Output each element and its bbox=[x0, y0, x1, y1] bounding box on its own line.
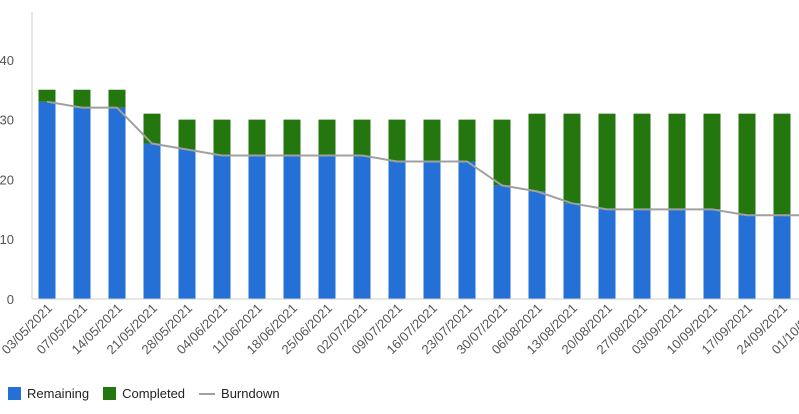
bar-remaining[interactable] bbox=[703, 209, 721, 299]
bar-completed[interactable] bbox=[318, 119, 336, 156]
x-axis-ticks: 03/05/202107/05/202114/05/202121/05/2021… bbox=[0, 301, 799, 358]
bar-completed[interactable] bbox=[283, 119, 301, 156]
bar-completed[interactable] bbox=[598, 113, 616, 210]
y-tick-label: 0 bbox=[7, 292, 14, 307]
y-tick-label: 20 bbox=[0, 172, 14, 187]
y-tick-label: 30 bbox=[0, 113, 14, 128]
bar-completed[interactable] bbox=[773, 113, 791, 216]
bar-completed[interactable] bbox=[423, 119, 441, 162]
bar-remaining[interactable] bbox=[738, 215, 756, 299]
bar-remaining[interactable] bbox=[213, 155, 231, 300]
bar-completed[interactable] bbox=[213, 119, 231, 156]
bar-remaining[interactable] bbox=[423, 161, 441, 299]
bar-remaining[interactable] bbox=[73, 107, 91, 300]
bar-completed[interactable] bbox=[563, 113, 581, 204]
legend-label-burndown: Burndown bbox=[221, 386, 280, 401]
legend-item-completed[interactable]: Completed bbox=[103, 386, 185, 401]
bar-remaining[interactable] bbox=[353, 155, 371, 300]
bar-remaining[interactable] bbox=[38, 101, 56, 299]
bar-completed[interactable] bbox=[143, 113, 161, 144]
bar-completed[interactable] bbox=[493, 119, 511, 186]
legend-swatch-burndown bbox=[199, 392, 216, 395]
bar-completed[interactable] bbox=[388, 119, 406, 162]
legend-item-remaining[interactable]: Remaining bbox=[8, 386, 89, 401]
bar-remaining[interactable] bbox=[108, 107, 126, 300]
bar-completed[interactable] bbox=[668, 113, 686, 210]
burndown-line[interactable] bbox=[46, 100, 799, 217]
bar-completed[interactable] bbox=[73, 89, 91, 108]
bar-completed[interactable] bbox=[38, 89, 56, 102]
y-tick-label: 40 bbox=[0, 53, 14, 68]
legend-item-burndown[interactable]: Burndown bbox=[199, 386, 280, 401]
bar-remaining[interactable] bbox=[668, 209, 686, 299]
bar-completed[interactable] bbox=[248, 119, 266, 156]
legend-label-remaining: Remaining bbox=[27, 386, 90, 401]
bar-completed[interactable] bbox=[528, 113, 546, 192]
bar-remaining[interactable] bbox=[563, 203, 581, 299]
legend: Remaining Completed Burndown bbox=[8, 386, 280, 401]
bar-completed[interactable] bbox=[458, 119, 476, 162]
bar-remaining[interactable] bbox=[248, 155, 266, 300]
bar-remaining[interactable] bbox=[633, 209, 651, 299]
bar-remaining[interactable] bbox=[493, 185, 511, 299]
bar-completed[interactable] bbox=[178, 119, 196, 150]
bar-remaining[interactable] bbox=[388, 161, 406, 299]
bar-completed[interactable] bbox=[353, 119, 371, 156]
bar-remaining[interactable] bbox=[143, 143, 161, 299]
bar-remaining[interactable] bbox=[283, 155, 301, 300]
bar-completed[interactable] bbox=[738, 113, 756, 216]
bar-remaining[interactable] bbox=[773, 215, 791, 299]
bar-remaining[interactable] bbox=[598, 209, 616, 299]
legend-swatch-completed bbox=[103, 387, 117, 400]
bar-remaining[interactable] bbox=[178, 149, 196, 299]
legend-label-completed: Completed bbox=[122, 386, 186, 401]
bars-group bbox=[38, 89, 791, 300]
y-tick-label: 10 bbox=[0, 232, 14, 247]
legend-swatch-remaining bbox=[8, 387, 21, 400]
bar-remaining[interactable] bbox=[318, 155, 336, 300]
bar-completed[interactable] bbox=[633, 113, 651, 210]
bar-completed[interactable] bbox=[703, 113, 721, 210]
bar-remaining[interactable] bbox=[458, 161, 476, 299]
y-axis-ticks: 0 10 20 30 40 bbox=[0, 53, 14, 307]
burndown-line-group bbox=[46, 100, 799, 217]
bar-completed[interactable] bbox=[108, 89, 126, 108]
bar-remaining[interactable] bbox=[528, 191, 546, 299]
